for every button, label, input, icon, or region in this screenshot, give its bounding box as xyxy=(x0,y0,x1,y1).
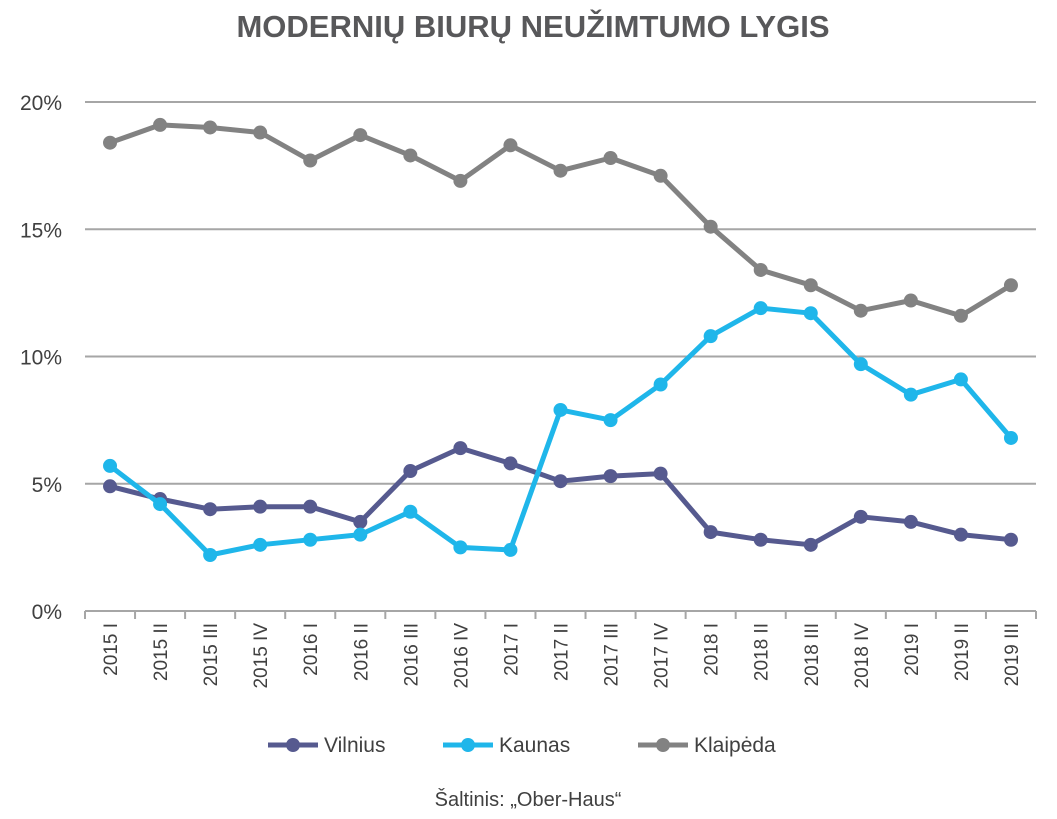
gridlines xyxy=(85,101,1036,485)
data-point-vilnius xyxy=(253,499,268,514)
data-point-kaunas xyxy=(753,301,768,316)
data-point-klaip-da xyxy=(503,138,518,153)
data-point-kaunas xyxy=(103,458,118,473)
legend-label: Klaipėda xyxy=(694,734,776,757)
legend: Vilnius Kaunas Klaipėda xyxy=(268,734,776,757)
data-point-vilnius xyxy=(553,474,568,489)
legend-label: Vilnius xyxy=(324,734,385,757)
x-tick-label: 2017 III xyxy=(602,623,623,686)
y-tick-label: 15% xyxy=(20,219,62,242)
data-point-klaip-da xyxy=(253,125,268,140)
data-point-vilnius xyxy=(753,532,768,547)
data-point-vilnius xyxy=(603,469,618,484)
x-tick-label: 2016 IV xyxy=(451,623,472,689)
data-point-vilnius xyxy=(353,514,368,529)
x-tick-label: 2019 I xyxy=(902,623,923,676)
legend-swatch-marker xyxy=(656,738,670,752)
data-point-vilnius xyxy=(953,527,968,542)
x-tick-label: 2017 II xyxy=(552,623,573,681)
data-point-vilnius xyxy=(903,514,918,529)
data-point-klaip-da xyxy=(453,173,468,188)
x-tick-label: 2018 I xyxy=(702,623,723,676)
x-tick-label: 2017 I xyxy=(501,623,522,676)
data-point-klaip-da xyxy=(853,303,868,318)
data-point-kaunas xyxy=(553,402,568,417)
x-tick-label: 2016 II xyxy=(351,623,372,681)
data-point-klaip-da xyxy=(803,278,818,293)
y-tick-label: 20% xyxy=(20,92,62,115)
data-point-vilnius xyxy=(403,464,418,479)
data-point-klaip-da xyxy=(603,150,618,165)
data-point-kaunas xyxy=(403,504,418,519)
data-point-klaip-da xyxy=(403,148,418,163)
legend-swatch-marker xyxy=(286,738,300,752)
data-point-klaip-da xyxy=(203,120,218,135)
data-point-kaunas xyxy=(903,387,918,402)
y-tick-label: 10% xyxy=(20,347,62,370)
series-group xyxy=(103,117,1018,563)
data-point-klaip-da xyxy=(653,168,668,183)
x-tick-label: 2015 III xyxy=(201,623,222,686)
y-axis-ticks: 0% 5% 10% 15% 20% xyxy=(20,92,62,624)
data-point-klaip-da xyxy=(903,293,918,308)
source-note: Šaltinis: „Ober-Haus“ xyxy=(435,788,622,811)
data-point-klaip-da xyxy=(153,117,168,132)
data-point-klaip-da xyxy=(553,163,568,178)
x-tick-label: 2015 II xyxy=(151,623,172,681)
data-point-vilnius xyxy=(803,537,818,552)
data-point-klaip-da xyxy=(953,308,968,323)
x-tick-label: 2018 IV xyxy=(852,623,873,689)
series-line-klaip-da xyxy=(107,122,1014,319)
data-point-klaip-da xyxy=(703,219,718,234)
x-tick-label: 2017 IV xyxy=(652,623,673,689)
data-point-kaunas xyxy=(253,537,268,552)
data-point-kaunas xyxy=(1003,430,1018,445)
data-point-kaunas xyxy=(803,306,818,321)
data-point-vilnius xyxy=(1003,532,1018,547)
data-point-vilnius xyxy=(103,479,118,494)
data-point-klaip-da xyxy=(103,135,118,150)
data-point-vilnius xyxy=(853,509,868,524)
data-point-kaunas xyxy=(203,548,218,563)
data-point-klaip-da xyxy=(753,262,768,277)
data-point-vilnius xyxy=(653,466,668,481)
data-point-kaunas xyxy=(653,377,668,392)
x-tick-label: 2019 III xyxy=(1002,623,1023,686)
data-point-vilnius xyxy=(203,502,218,517)
y-tick-label: 5% xyxy=(32,474,62,497)
data-point-klaip-da xyxy=(1003,278,1018,293)
x-tick-label: 2016 III xyxy=(401,623,422,686)
legend-swatch-marker xyxy=(461,738,475,752)
data-point-vilnius xyxy=(503,456,518,471)
series-line-vilnius xyxy=(107,445,1014,548)
data-point-vilnius xyxy=(303,499,318,514)
x-tick-label: 2018 III xyxy=(802,623,823,686)
x-tick-label: 2015 I xyxy=(101,623,122,676)
x-tick-label: 2018 II xyxy=(752,623,773,681)
x-tick-label: 2016 I xyxy=(301,623,322,676)
data-point-kaunas xyxy=(153,497,168,512)
data-point-kaunas xyxy=(353,527,368,542)
data-point-kaunas xyxy=(703,329,718,344)
x-tick-label: 2019 II xyxy=(952,623,973,681)
chart-title: MODERNIŲ BIURŲ NEUŽIMTUMO LYGIS xyxy=(236,8,829,44)
y-tick-label: 0% xyxy=(32,601,62,624)
data-point-kaunas xyxy=(953,372,968,387)
x-tick-label: 2015 IV xyxy=(251,623,272,689)
data-point-kaunas xyxy=(603,413,618,428)
legend-item-vilnius: Vilnius xyxy=(268,734,385,757)
data-point-kaunas xyxy=(303,532,318,547)
legend-label: Kaunas xyxy=(499,734,570,757)
data-point-vilnius xyxy=(453,441,468,456)
data-point-klaip-da xyxy=(303,153,318,168)
data-point-vilnius xyxy=(703,525,718,540)
x-axis: 2015 I 2015 II 2015 III 2015 IV 2016 I 2016 I… xyxy=(84,610,1037,689)
data-point-kaunas xyxy=(503,542,518,557)
data-point-kaunas xyxy=(453,540,468,555)
data-point-kaunas xyxy=(853,357,868,372)
data-point-klaip-da xyxy=(353,128,368,143)
legend-item-klaip-da: Klaipėda xyxy=(638,734,776,757)
legend-item-kaunas: Kaunas xyxy=(443,734,570,757)
